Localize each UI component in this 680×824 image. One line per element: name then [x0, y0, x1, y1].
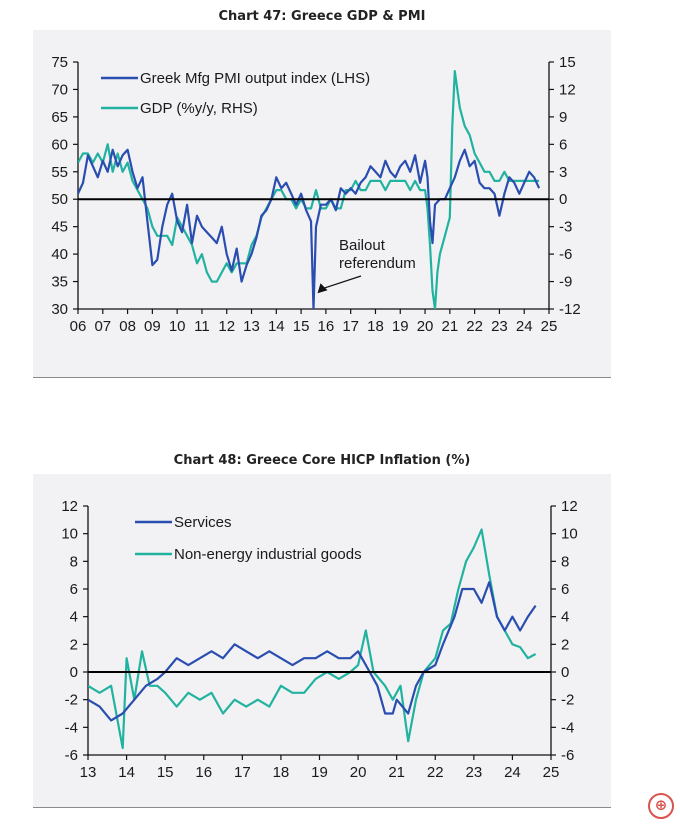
right-tick-label: -3 — [559, 219, 572, 236]
legend-label: Non-energy industrial goods — [174, 546, 362, 563]
x-tick-label: 24 — [516, 318, 533, 335]
legend-label: GDP (%y/y, RHS) — [140, 100, 258, 117]
left-tick-label: 60 — [51, 136, 68, 153]
left-tick-label: 55 — [51, 164, 68, 181]
right-tick-label: -6 — [559, 246, 572, 263]
right-tick-label: 0 — [559, 191, 567, 208]
x-tick-label: 21 — [388, 764, 405, 781]
x-tick-label: 22 — [427, 764, 444, 781]
series-line-non-energy-industrial-goods — [88, 528, 537, 750]
legend-label: Greek Mfg PMI output index (LHS) — [140, 70, 370, 87]
chart-47-panel: 30 35 40 45 50 55 60 65 70 75 -12 -9 -6 -3 0 3 6 9 12 15 06 0… — [33, 30, 611, 377]
x-tick-label: 14 — [118, 764, 135, 781]
legend-label: Services — [174, 514, 232, 531]
x-tick-label: 12 — [218, 318, 235, 335]
left-tick-label: 0 — [70, 664, 78, 681]
left-tick-label: 40 — [51, 246, 68, 263]
left-tick-label: 2 — [70, 636, 78, 653]
right-tick-label: 2 — [561, 636, 569, 653]
zoom-in-icon[interactable]: ⊕ — [648, 793, 674, 819]
right-tick-label: -4 — [561, 719, 574, 736]
x-tick-label: 09 — [144, 318, 161, 335]
x-tick-label: 14 — [268, 318, 285, 335]
annotation-arrow — [323, 275, 362, 289]
chart-48-title: Chart 48: Greece Core HICP Inflation (%) — [173, 453, 471, 468]
x-tick-label: 20 — [350, 764, 367, 781]
series-line-greek-mfg-pmi-output-index-lhs — [78, 148, 541, 309]
x-tick-label: 08 — [119, 318, 136, 335]
right-tick-label: 10 — [561, 526, 578, 543]
x-tick-label: 17 — [234, 764, 251, 781]
left-tick-label: 35 — [51, 274, 68, 291]
left-tick-label: -4 — [65, 719, 78, 736]
left-tick-label: 4 — [70, 609, 78, 626]
x-tick-label: 11 — [194, 318, 210, 335]
right-tick-label: 3 — [559, 164, 567, 181]
x-tick-label: 16 — [318, 318, 335, 335]
chart-48-panel: -6 -4 -2 0 2 4 6 8 10 12 -6 -4 -2 0 2 4 6 8 10 12 13 14 15 16 17… — [33, 474, 611, 807]
x-tick-label: 20 — [417, 318, 434, 335]
x-tick-label: 17 — [342, 318, 359, 335]
left-tick-label: 30 — [51, 301, 68, 318]
left-tick-label: -2 — [65, 692, 78, 709]
x-tick-label: 25 — [541, 318, 558, 335]
x-tick-label: 06 — [70, 318, 87, 335]
left-tick-label: 75 — [51, 54, 68, 71]
annotation-arrowhead — [317, 283, 328, 294]
right-tick-label: 8 — [561, 553, 569, 570]
x-tick-label: 21 — [441, 318, 458, 335]
chart-47-divider — [33, 377, 611, 378]
annotation-text: referendum — [339, 255, 416, 272]
right-tick-label: 12 — [559, 81, 576, 98]
right-tick-label: 9 — [559, 109, 567, 126]
series-line-services — [88, 580, 537, 722]
left-tick-label: 12 — [61, 498, 78, 515]
right-tick-label: 15 — [559, 54, 576, 71]
chart-47-title: Chart 47: Greece GDP & PMI — [218, 9, 426, 24]
x-tick-label: 15 — [157, 764, 174, 781]
left-tick-label: 50 — [51, 191, 68, 208]
x-tick-label: 18 — [367, 318, 384, 335]
annotation-text: Bailout — [339, 237, 386, 254]
x-tick-label: 16 — [195, 764, 212, 781]
x-tick-label: 19 — [392, 318, 409, 335]
left-tick-label: 45 — [51, 219, 68, 236]
x-tick-label: 13 — [243, 318, 260, 335]
x-tick-label: 07 — [94, 318, 111, 335]
x-tick-label: 23 — [465, 764, 482, 781]
right-tick-label: 12 — [561, 498, 578, 515]
right-tick-label: 6 — [559, 136, 567, 153]
x-tick-label: 19 — [311, 764, 328, 781]
left-tick-label: 6 — [70, 581, 78, 598]
x-tick-label: 13 — [80, 764, 97, 781]
right-tick-label: -12 — [559, 301, 581, 318]
x-tick-label: 10 — [169, 318, 186, 335]
right-tick-label: -2 — [561, 692, 574, 709]
x-tick-label: 22 — [466, 318, 483, 335]
left-tick-label: -6 — [65, 747, 78, 764]
x-tick-label: 25 — [543, 764, 560, 781]
right-tick-label: 4 — [561, 609, 569, 626]
x-tick-label: 18 — [273, 764, 290, 781]
right-tick-label: 6 — [561, 581, 569, 598]
left-tick-label: 70 — [51, 81, 68, 98]
left-tick-label: 8 — [70, 553, 78, 570]
x-tick-label: 24 — [504, 764, 521, 781]
left-tick-label: 65 — [51, 109, 68, 126]
right-tick-label: -6 — [561, 747, 574, 764]
right-tick-label: 0 — [561, 664, 569, 681]
x-tick-label: 15 — [293, 318, 310, 335]
left-tick-label: 10 — [61, 526, 78, 543]
x-tick-label: 23 — [491, 318, 508, 335]
chart-47-svg: 30 35 40 45 50 55 60 65 70 75 -12 -9 -6 -3 0 3 6 9 12 15 06 0… — [51, 54, 581, 335]
right-tick-label: -9 — [559, 274, 572, 291]
chart-48-divider — [33, 807, 611, 808]
